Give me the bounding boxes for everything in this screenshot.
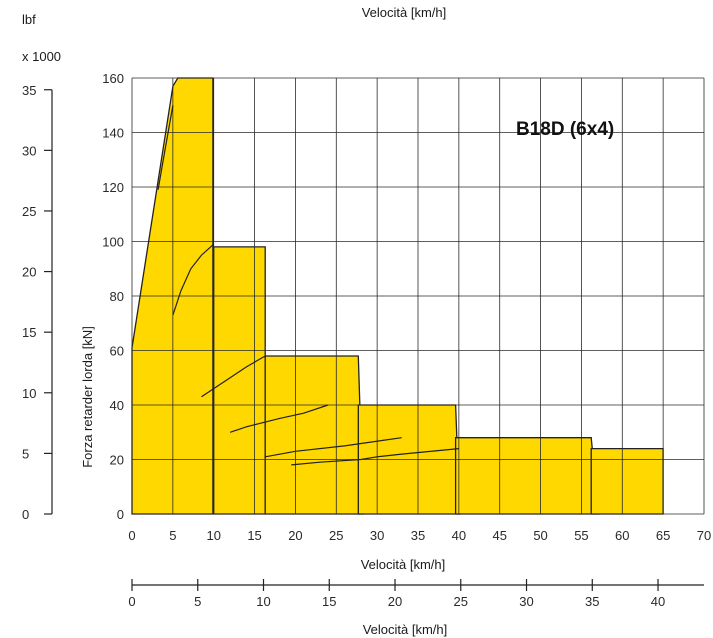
gear-4-curve (229, 404, 329, 433)
region-gear-5 (454, 437, 600, 515)
lbf-multiplier-label: x 1000 (22, 49, 61, 64)
axes-lines (44, 89, 704, 591)
y-tick-label: 0 (117, 507, 124, 522)
region-gear-6 (590, 447, 664, 515)
y-axis-label: Forza retarder lorda [kN] (80, 326, 95, 468)
x-tick-label: 25 (329, 528, 343, 543)
x-tick-label: 10 (206, 528, 220, 543)
y-tick-label: 20 (110, 453, 124, 468)
gear-3-curve (201, 355, 266, 398)
x-axis-label: Velocità [km/h] (361, 557, 446, 572)
mph-tick-label: 40 (651, 594, 665, 609)
lbf-tick-label: 10 (22, 386, 36, 401)
y-tick-label: 40 (110, 398, 124, 413)
y-tick-label: 80 (110, 289, 124, 304)
y-tick-label: 160 (102, 71, 124, 86)
x-tick-label: 0 (128, 528, 135, 543)
lbf-tick-label: 20 (22, 265, 36, 280)
lbf-tick-label: 25 (22, 204, 36, 219)
x-tick-label: 55 (574, 528, 588, 543)
region-gear-3 (264, 355, 364, 515)
lbf-tick-label: 15 (22, 325, 36, 340)
y-tick-label: 140 (102, 126, 124, 141)
gear-5-curve (265, 437, 402, 458)
lbf-unit-label: lbf (22, 12, 36, 27)
gear-2-curve (172, 243, 215, 316)
lbf-tick-label: 35 (22, 83, 36, 98)
gear-1-curve (157, 105, 174, 190)
mph-tick-label: 0 (128, 594, 135, 609)
y-tick-label: 120 (102, 180, 124, 195)
x-tick-label: 5 (169, 528, 176, 543)
x-tick-label: 60 (615, 528, 629, 543)
y-tick-label: 60 (110, 344, 124, 359)
mph-tick-label: 35 (585, 594, 599, 609)
x-tick-label: 45 (492, 528, 506, 543)
mph-tick-label: 10 (256, 594, 270, 609)
x-tick-label: 40 (452, 528, 466, 543)
lbf-tick-label: 5 (22, 446, 29, 461)
x-tick-label: 50 (533, 528, 547, 543)
force-curves (157, 105, 459, 466)
x-tick-label: 30 (370, 528, 384, 543)
y-tick-label: 100 (102, 235, 124, 250)
x-tick-label: 70 (697, 528, 711, 543)
lbf-tick-label: 0 (22, 507, 29, 522)
mph-tick-label: 20 (388, 594, 402, 609)
mph-tick-label: 25 (454, 594, 468, 609)
tick-labels: 0 5 10 15 20 25 30 35 40 45 50 55 60 65 70020406080100… (22, 71, 711, 609)
x-tick-label: 20 (288, 528, 302, 543)
x-tick-label: 65 (656, 528, 670, 543)
grid-lines (131, 77, 705, 515)
gear-6-curve (291, 448, 459, 466)
top-axis-label: Velocità [km/h] (362, 5, 447, 20)
x-tick-label: 35 (411, 528, 425, 543)
mph-tick-label: 30 (519, 594, 533, 609)
mph-tick-label: 5 (194, 594, 201, 609)
model-title: B18D (6x4) (516, 119, 614, 140)
lbf-tick-label: 30 (22, 143, 36, 158)
mph-axis-label: Velocità [km/h] (363, 622, 448, 637)
region-gear-2 (213, 246, 266, 515)
x-tick-label: 15 (247, 528, 261, 543)
mph-tick-label: 15 (322, 594, 336, 609)
